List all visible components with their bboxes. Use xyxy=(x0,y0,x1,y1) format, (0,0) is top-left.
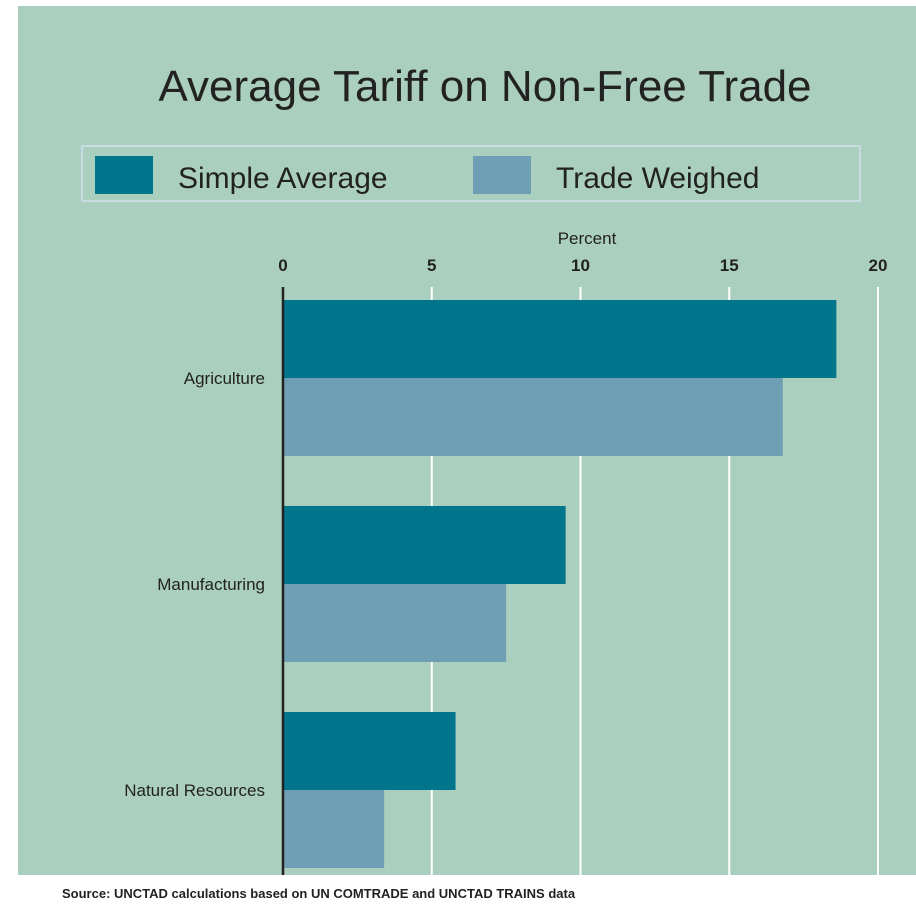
source-note: Source: UNCTAD calculations based on UN … xyxy=(62,886,576,901)
bar-trade-weighed xyxy=(283,584,507,662)
bar-trade-weighed xyxy=(283,378,783,456)
chart-title: Average Tariff on Non-Free Trade xyxy=(158,62,811,111)
x-tick-label: 10 xyxy=(571,256,590,275)
legend-label-simple-average: Simple Average xyxy=(178,162,388,195)
x-tick-labels: 0 5 10 15 20 xyxy=(278,256,887,275)
bar-trade-weighed xyxy=(283,790,385,868)
category-labels: Agriculture Manufacturing Natural Resource… xyxy=(124,369,265,800)
category-label: Natural Resources xyxy=(124,781,265,800)
bar-simple-average xyxy=(283,300,837,378)
x-axis-label: Percent xyxy=(558,229,617,248)
bar-simple-average xyxy=(283,506,566,584)
bars xyxy=(283,300,837,868)
legend-box xyxy=(81,145,861,202)
x-tick-label: 5 xyxy=(427,256,436,275)
bar-simple-average xyxy=(283,712,456,790)
x-tick-label: 0 xyxy=(278,256,287,275)
category-label: Manufacturing xyxy=(157,575,265,594)
legend-swatch-simple-average xyxy=(95,156,153,194)
x-tick-label: 15 xyxy=(720,256,739,275)
legend-label-trade-weighed: Trade Weighed xyxy=(556,162,759,195)
category-label: Agriculture xyxy=(184,369,265,388)
x-tick-label: 20 xyxy=(869,256,888,275)
legend-swatch-trade-weighed xyxy=(473,156,531,194)
legend: Simple Average Trade Weighed xyxy=(81,145,861,202)
